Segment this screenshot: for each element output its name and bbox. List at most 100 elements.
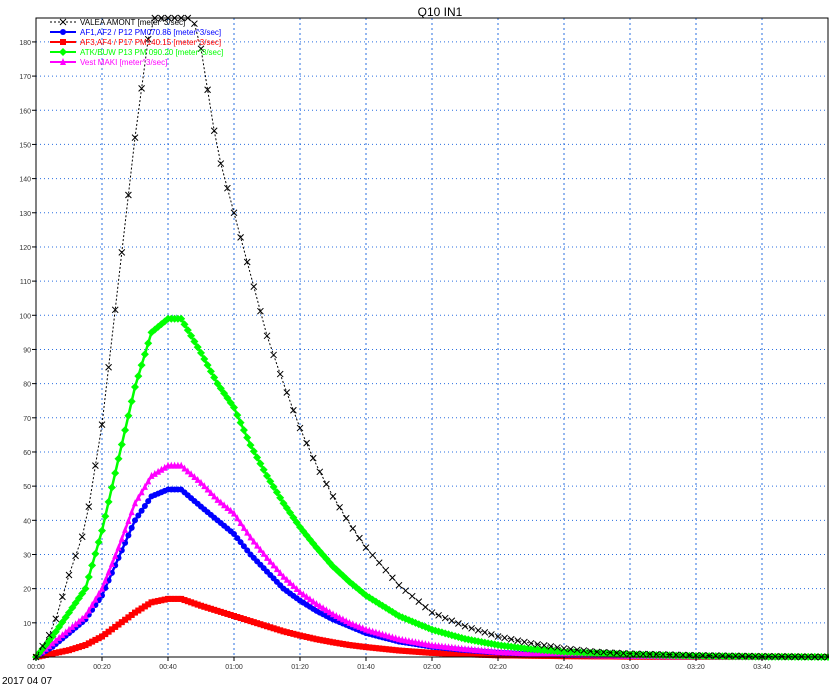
square-marker: [158, 597, 165, 604]
circle-marker: [231, 530, 237, 537]
x-tick-label: 02:20: [489, 664, 507, 671]
square-marker: [221, 609, 228, 616]
square-marker: [402, 647, 409, 654]
diamond-marker: [91, 549, 100, 558]
x-marker-stroke: [712, 652, 720, 659]
diamond-marker: [193, 343, 202, 352]
x-marker-stroke: [52, 615, 60, 623]
square-marker: [478, 651, 485, 658]
x-marker: [382, 566, 390, 574]
triangle-marker: [214, 495, 221, 503]
x-marker: [633, 650, 640, 658]
legend-item: AF1,AF2 / P12 PM070.86 [meter^3/sec]: [50, 28, 221, 37]
square-marker: [231, 612, 237, 619]
x-marker: [78, 533, 86, 541]
diamond-marker: [243, 433, 252, 442]
x-marker-stroke: [197, 45, 205, 53]
y-tick-label: 30: [23, 552, 31, 559]
x-marker: [593, 648, 601, 656]
x-tick-label: 01:00: [225, 664, 243, 671]
triangle-marker: [313, 600, 320, 608]
square-marker: [300, 633, 307, 640]
square-marker: [257, 621, 264, 628]
triangle-marker: [306, 595, 313, 603]
x-marker-stroke: [204, 86, 211, 94]
x-marker-stroke: [59, 18, 67, 26]
square-marker: [481, 651, 488, 658]
x-marker-stroke: [395, 581, 403, 589]
x-marker-stroke: [554, 644, 561, 651]
x-marker-stroke: [758, 652, 766, 660]
diamond-marker: [210, 373, 219, 382]
x-marker: [191, 20, 198, 28]
diamond-marker: [200, 355, 209, 364]
circle-marker: [244, 547, 251, 554]
square-marker: [66, 647, 72, 654]
triangle-marker: [264, 553, 270, 561]
x-marker: [342, 514, 350, 522]
x-marker-stroke: [217, 160, 225, 167]
triangle-marker: [151, 469, 158, 477]
triangle-marker: [198, 478, 204, 486]
x-marker-stroke: [725, 652, 733, 660]
diamond-marker: [272, 488, 281, 497]
triangle-marker: [293, 584, 300, 592]
triangle-marker: [310, 597, 317, 605]
x-marker-stroke: [375, 559, 383, 567]
square-marker: [56, 649, 63, 656]
x-marker: [646, 650, 654, 658]
diamond-marker: [226, 398, 235, 407]
x-marker: [105, 363, 112, 371]
x-marker: [567, 645, 574, 653]
diamond-marker: [140, 350, 149, 359]
square-marker: [445, 650, 452, 657]
triangle-marker: [49, 639, 56, 647]
square-marker: [316, 636, 323, 643]
square-marker: [217, 608, 224, 615]
y-tick-label: 100: [19, 313, 31, 320]
x-tick-label: 01:20: [291, 664, 309, 671]
square-marker: [42, 651, 49, 658]
x-marker: [745, 652, 753, 660]
triangle-marker: [59, 631, 66, 639]
triangle-marker: [277, 568, 284, 576]
x-marker: [111, 306, 119, 314]
square-marker: [280, 628, 287, 635]
triangle-marker: [112, 551, 119, 559]
square-marker: [485, 651, 492, 658]
square-marker: [141, 603, 148, 610]
x-marker: [356, 534, 363, 542]
square-marker: [46, 651, 53, 658]
square-marker: [277, 627, 284, 634]
series-0: [32, 14, 829, 661]
square-marker: [247, 618, 254, 625]
x-marker-stroke: [547, 643, 555, 650]
diamond-marker: [74, 594, 83, 603]
square-marker: [49, 650, 56, 657]
series-3: [32, 314, 829, 661]
x-marker-stroke: [752, 652, 759, 660]
diamond-marker: [239, 426, 248, 435]
square-marker: [303, 633, 310, 640]
diamond-marker: [98, 526, 106, 535]
diamond-marker: [253, 453, 262, 462]
triangle-marker: [92, 595, 99, 603]
square-marker: [462, 651, 468, 658]
x-marker: [389, 574, 396, 582]
x-marker: [59, 18, 67, 26]
x-marker-stroke: [468, 624, 475, 632]
square-marker: [372, 645, 379, 652]
legend-label: AF3,AF4 / P17 PM140.15 [meter^3/sec]: [80, 38, 221, 47]
x-marker: [336, 503, 343, 511]
square-marker: [161, 596, 168, 603]
square-marker: [254, 620, 261, 627]
diamond-marker: [81, 584, 90, 593]
y-tick-label: 90: [23, 347, 31, 354]
circle-marker: [237, 539, 244, 546]
square-marker: [60, 39, 66, 45]
square-marker: [171, 595, 178, 602]
x-marker-stroke: [580, 647, 588, 654]
date-label: 2017 04 07: [2, 676, 52, 687]
x-marker-stroke: [415, 598, 423, 605]
x-marker: [428, 609, 436, 616]
